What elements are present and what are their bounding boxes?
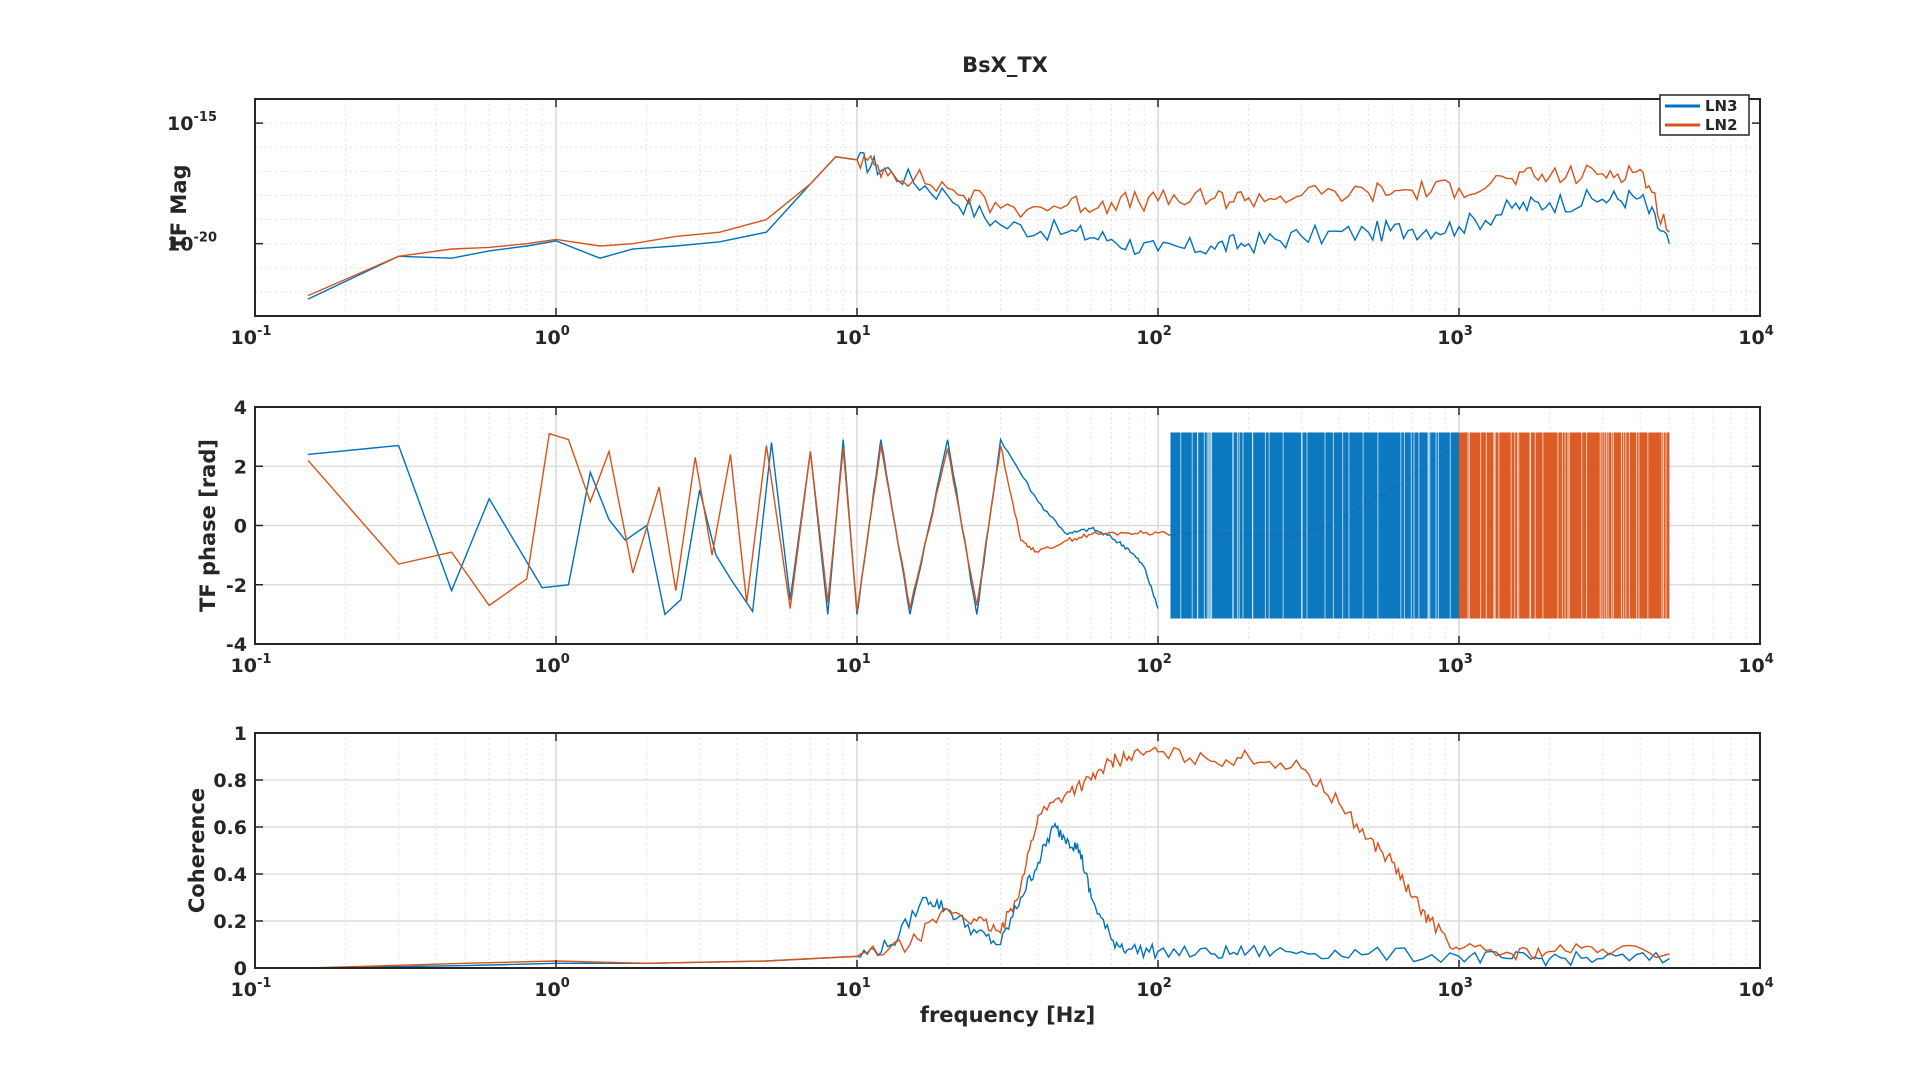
x-tick-exponent: 0 (561, 976, 570, 991)
y-tick-label: 0.2 (213, 911, 247, 933)
series-line-ln2 (307, 154, 1670, 297)
x-tick-label: 103 (1437, 324, 1473, 349)
x-tick-exponent: 3 (1464, 324, 1473, 339)
x-tick-label: 102 (1136, 652, 1172, 677)
x-tick-exponent: -1 (257, 652, 271, 667)
x-tick-exponent: 1 (862, 976, 871, 991)
y-tick-label: 2 (234, 456, 247, 478)
y-axis-label: Coherence (185, 788, 209, 913)
axes-frame (254, 732, 1761, 969)
y-tick-exponent: -20 (194, 231, 218, 246)
legend: LN3 LN2 (1659, 94, 1750, 136)
x-tick-label: 101 (835, 324, 871, 349)
legend-label-ln2: LN2 (1705, 116, 1738, 134)
legend-box (1659, 94, 1750, 136)
y-tick-label: 4 (234, 397, 247, 419)
plot-area (255, 99, 1760, 316)
phase-band-ln2 (1459, 432, 1670, 619)
series-line-ln3 (307, 821, 1670, 968)
y-tick-label: 0.8 (213, 770, 247, 792)
y-tick-label: -4 (226, 634, 247, 656)
x-tick-exponent: 1 (862, 324, 871, 339)
x-tick-exponent: 3 (1464, 976, 1473, 991)
x-tick-exponent: -1 (257, 324, 271, 339)
y-tick-label: 0 (234, 958, 247, 980)
y-tick-label: 0 (234, 516, 247, 538)
series-line-ln3 (307, 151, 1671, 300)
y-tick-exponent: -15 (194, 110, 218, 125)
x-tick-exponent: 1 (862, 652, 871, 667)
x-tick-label: 10-1 (231, 324, 272, 349)
x-tick-exponent: 2 (1163, 324, 1172, 339)
x-tick-label: 100 (534, 324, 570, 349)
y-axis-label: TF phase [rad] (196, 439, 220, 612)
x-tick-label: 100 (534, 652, 570, 677)
x-tick-label: 102 (1136, 976, 1172, 1001)
x-tick-exponent: 2 (1163, 652, 1172, 667)
plot-area (255, 733, 1760, 968)
x-tick-label: 101 (835, 652, 871, 677)
x-tick-label: 100 (534, 976, 570, 1001)
figure-title: BsX_TX (962, 53, 1048, 77)
x-tick-exponent: 3 (1464, 652, 1473, 667)
x-tick-exponent: 4 (1765, 652, 1774, 667)
x-tick-label: 103 (1437, 652, 1473, 677)
series-line-ln2 (307, 746, 1670, 968)
x-tick-label: 104 (1738, 976, 1774, 1001)
x-axis-label: frequency [Hz] (920, 1003, 1095, 1027)
legend-label-ln3: LN3 (1705, 97, 1738, 115)
coherence-panel: 1 0 -1 100 101 102 103 104 0 0.2 0.4 0.6 0.8 1 Coheren… (185, 723, 1774, 1027)
x-tick-label: 104 (1738, 652, 1774, 677)
x-tick-exponent: 0 (561, 652, 570, 667)
x-tick-exponent: 0 (561, 324, 570, 339)
x-tick-exponent: 4 (1765, 976, 1774, 991)
x-tick-label: 103 (1437, 976, 1473, 1001)
y-tick-label: 10-15 (167, 110, 217, 135)
y-tick-label: 1 (234, 723, 247, 745)
x-tick-label: 104 (1738, 324, 1774, 349)
y-tick-label: 0.4 (213, 864, 247, 886)
x-tick-label: 102 (1136, 324, 1172, 349)
x-tick-exponent: 4 (1765, 324, 1774, 339)
y-tick-label: -2 (226, 575, 247, 597)
x-tick-exponent: -1 (257, 976, 271, 991)
phase-panel: 1 0 -1 100 101 102 103 104 -4 -2 0 2 4 TF phase [rad] (196, 397, 1774, 677)
y-tick-label: 0.6 (213, 817, 247, 839)
x-tick-label: 101 (835, 976, 871, 1001)
axes-frame (254, 98, 1761, 317)
phase-band-ln3 (1170, 432, 1459, 619)
y-axis-label: TF Mag (167, 164, 191, 250)
x-tick-exponent: 2 (1163, 976, 1172, 991)
